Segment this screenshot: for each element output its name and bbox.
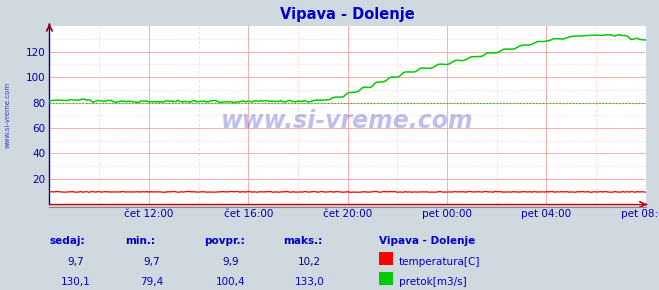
Text: 100,4: 100,4 <box>216 277 245 287</box>
Text: povpr.:: povpr.: <box>204 236 245 246</box>
Text: temperatura[C]: temperatura[C] <box>399 257 480 267</box>
Text: www.si-vreme.com: www.si-vreme.com <box>221 109 474 133</box>
Text: 9,7: 9,7 <box>143 257 160 267</box>
Text: 130,1: 130,1 <box>61 277 91 287</box>
Title: Vipava - Dolenje: Vipava - Dolenje <box>280 7 415 22</box>
Text: min.:: min.: <box>125 236 156 246</box>
Text: 9,9: 9,9 <box>222 257 239 267</box>
Text: maks.:: maks.: <box>283 236 323 246</box>
Text: sedaj:: sedaj: <box>49 236 85 246</box>
Text: 9,7: 9,7 <box>67 257 84 267</box>
Text: Vipava - Dolenje: Vipava - Dolenje <box>379 236 475 246</box>
Text: www.si-vreme.com: www.si-vreme.com <box>5 82 11 148</box>
Text: 133,0: 133,0 <box>295 277 325 287</box>
Text: 79,4: 79,4 <box>140 277 163 287</box>
Text: pretok[m3/s]: pretok[m3/s] <box>399 277 467 287</box>
Text: 10,2: 10,2 <box>298 257 322 267</box>
